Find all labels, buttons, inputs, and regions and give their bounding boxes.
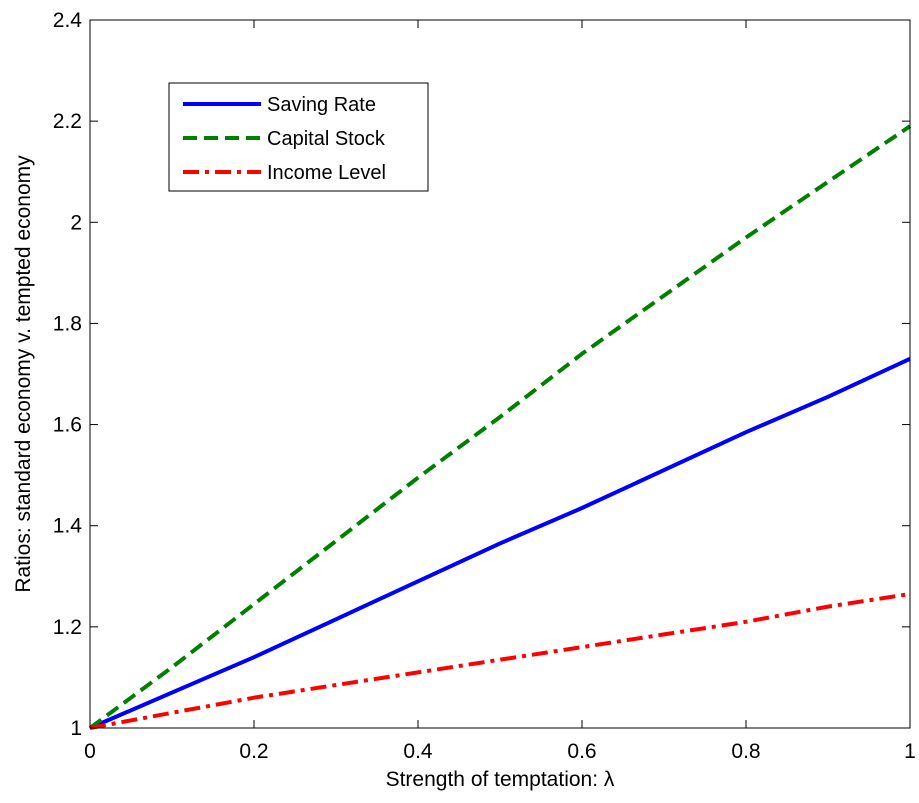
x-tick-label: 0	[84, 740, 96, 763]
x-tick-label: 1	[904, 740, 916, 763]
y-tick-label: 1.8	[53, 312, 82, 335]
y-axis-label: Ratios: standard economy v. tempted econ…	[12, 155, 35, 593]
legend-label: Saving Rate	[267, 94, 376, 116]
x-tick-label: 0.2	[239, 740, 268, 763]
y-tick-label: 2.4	[53, 9, 83, 32]
series-line-saving-rate	[89, 356, 911, 730]
x-tick-label: 0.6	[567, 740, 596, 763]
legend-label: Capital Stock	[267, 128, 386, 150]
axes-box	[89, 19, 911, 729]
x-tick-label: 0.8	[731, 740, 760, 763]
series-layer	[88, 124, 912, 730]
x-tick-label: 0.4	[403, 740, 433, 763]
x-axis-label: Strength of temptation: λ	[386, 768, 615, 791]
y-tick-label: 1.4	[53, 515, 83, 538]
y-tick-label: 1	[70, 717, 82, 740]
y-tick-label: 2.2	[53, 110, 82, 133]
legend-label: Income Level	[267, 162, 386, 184]
series-line-capital-stock	[88, 124, 912, 730]
series-line-income-level	[89, 592, 911, 730]
tick-layer: 0 0.2 0.4 0.6 0.8 1 1 1.2 1.4 1.6 1.8 2 2.2 2.4	[53, 9, 916, 763]
y-tick-label: 1.2	[53, 616, 82, 639]
y-tick-label: 2	[70, 211, 82, 234]
legend: Saving Rate Capital Stock Income Level	[168, 82, 429, 192]
y-tick-label: 1.6	[53, 414, 82, 437]
